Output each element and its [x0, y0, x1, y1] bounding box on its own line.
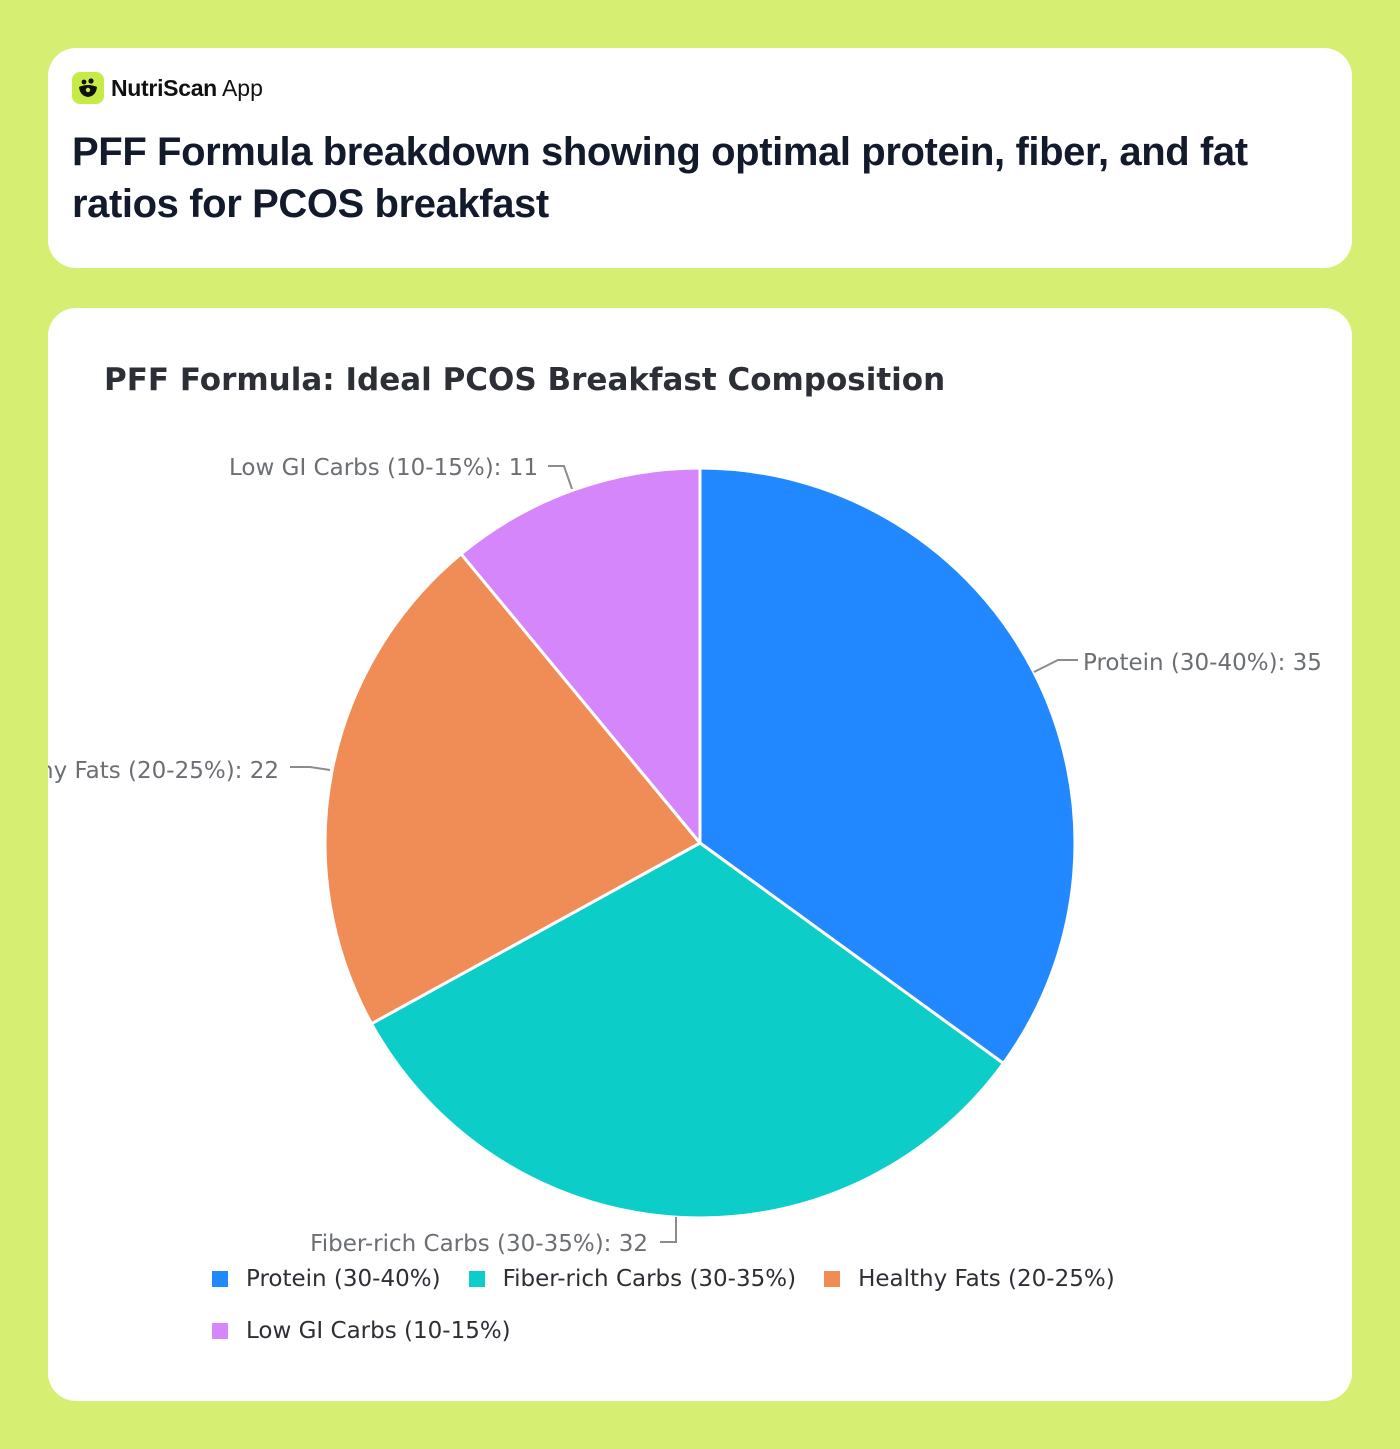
chart-card: PFF Formula: Ideal PCOS Breakfast Compos… [48, 308, 1352, 1401]
slice-low-gi-carbs[interactable] [459, 466, 702, 845]
page-title: PFF Formula breakdown showing optimal pr… [72, 130, 1248, 226]
leaf-bowl-icon [72, 72, 104, 104]
legend-item-fats[interactable]: Healthy Fats (20-25%) [824, 1266, 1115, 1292]
chart-legend: Protein (30-40%) Fiber-rich Carbs (30-35… [212, 1264, 1252, 1368]
legend-label: Protein (30-40%) [246, 1266, 441, 1292]
label-lowgi: Low GI Carbs (10-15%): 11 [229, 455, 538, 481]
pie-chart: Protein (30-40%): 35 Fiber-rich Carbs (3… [48, 455, 1322, 1257]
header-card: NutriScan App PFF Formula breakdown show… [48, 48, 1352, 268]
legend-swatch [212, 1271, 228, 1287]
legend-swatch [468, 1271, 485, 1287]
legend-label: Low GI Carbs (10-15%) [246, 1318, 511, 1344]
leader-lowgi [548, 465, 573, 490]
brand: NutriScan App [72, 72, 263, 104]
leader-protein [1033, 659, 1078, 673]
legend-label: Fiber-rich Carbs (30-35%) [502, 1266, 797, 1292]
label-fiber: Fiber-rich Carbs (30-35%): 32 [310, 1231, 648, 1257]
leader-fiber [660, 1217, 677, 1243]
legend-label: Healthy Fats (20-25%) [858, 1266, 1115, 1292]
brand-name: NutriScan [111, 74, 217, 101]
brand-suffix: App [221, 74, 263, 101]
chart-title: PFF Formula: Ideal PCOS Breakfast Compos… [104, 362, 946, 398]
legend-swatch [824, 1271, 841, 1287]
leader-fats [290, 766, 331, 771]
legend-swatch [212, 1323, 228, 1339]
label-protein: Protein (30-40%): 35 [1083, 650, 1322, 676]
legend-item-protein[interactable]: Protein (30-40%) [212, 1266, 441, 1292]
label-fats: Healthy Fats (20-25%): 22 [48, 758, 279, 784]
slice-healthy-fats[interactable] [323, 552, 702, 1026]
legend-item-fiber[interactable]: Fiber-rich Carbs (30-35%) [468, 1266, 797, 1292]
slice-protein[interactable] [698, 466, 1077, 1065]
legend-item-lowgi[interactable]: Low GI Carbs (10-15%) [212, 1318, 511, 1344]
